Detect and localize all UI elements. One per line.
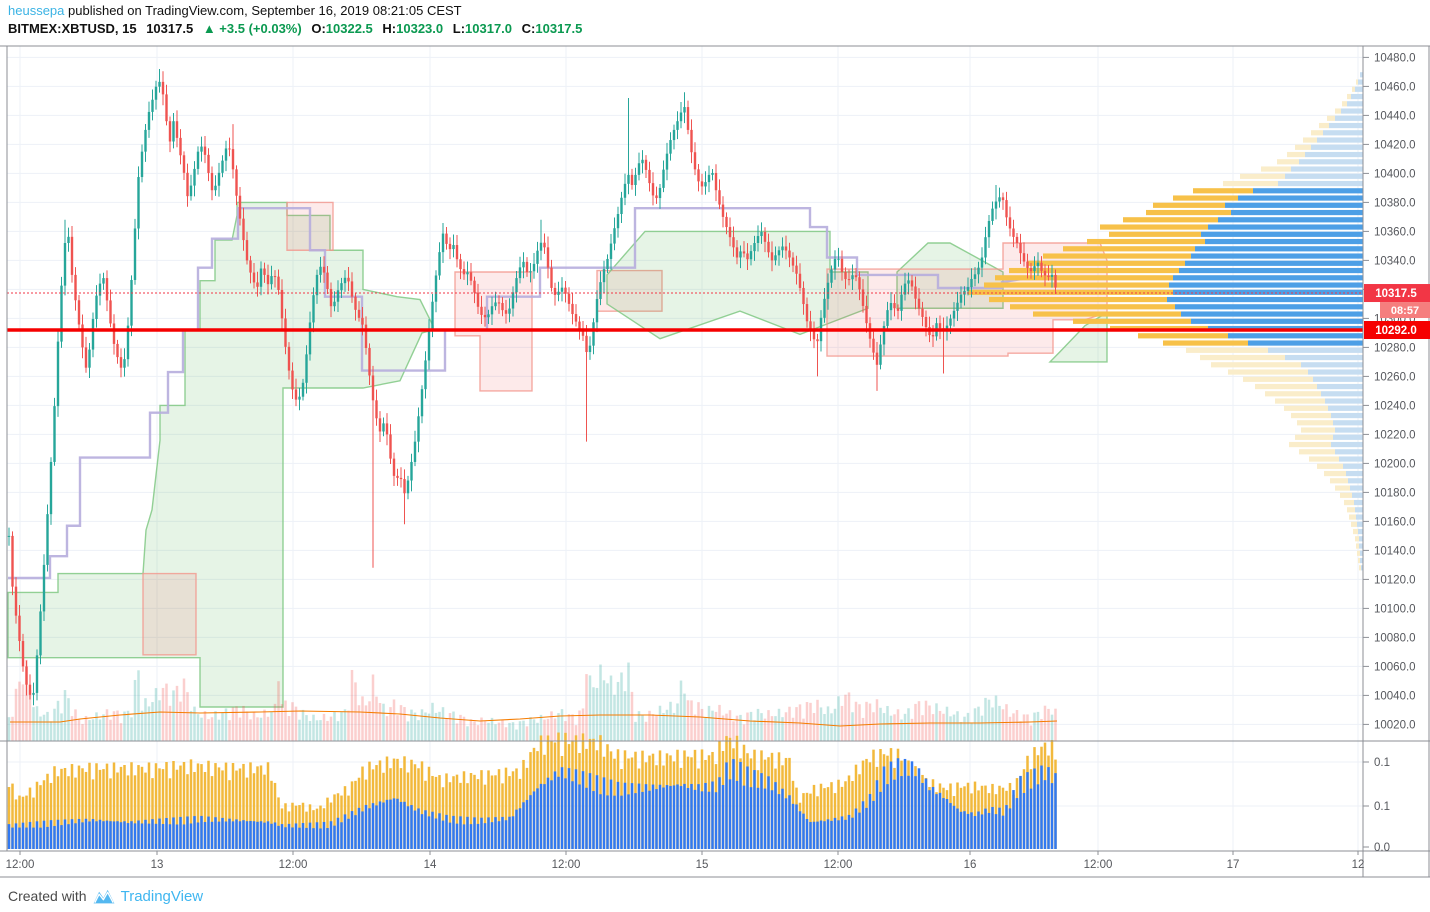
high-label: H: — [382, 21, 397, 36]
open-label: O: — [311, 21, 326, 36]
low-label: L: — [452, 21, 466, 36]
frame-layer — [0, 45, 1430, 878]
svg-text:10480.0: 10480.0 — [1374, 52, 1416, 64]
svg-text:10060.0: 10060.0 — [1374, 661, 1416, 673]
svg-text:10400.0: 10400.0 — [1374, 168, 1416, 180]
svg-text:10080.0: 10080.0 — [1374, 632, 1416, 644]
svg-text:10280.0: 10280.0 — [1374, 342, 1416, 354]
volume-layer — [7, 659, 1058, 741]
svg-text:12:00: 12:00 — [279, 859, 308, 871]
svg-text:10100.0: 10100.0 — [1374, 603, 1416, 615]
volume-ma-line — [10, 710, 1058, 727]
svg-text:10180.0: 10180.0 — [1374, 487, 1416, 499]
price-lines-layer — [7, 292, 1363, 332]
last-price: 10317.5 — [146, 21, 194, 36]
svg-text:10200.0: 10200.0 — [1374, 458, 1416, 470]
svg-text:15: 15 — [696, 859, 709, 871]
publish-line: heussepa published on TradingView.com, S… — [8, 2, 582, 20]
tradingview-brand-link[interactable]: TradingView — [120, 887, 204, 905]
svg-text:16: 16 — [964, 859, 977, 871]
svg-text:12:00: 12:00 — [6, 859, 35, 871]
svg-text:10360.0: 10360.0 — [1374, 226, 1416, 238]
svg-text:0.1: 0.1 — [1374, 801, 1390, 813]
svg-text:10240.0: 10240.0 — [1374, 400, 1416, 412]
close-value: 10317.5 — [535, 21, 583, 36]
svg-text:10380.0: 10380.0 — [1374, 197, 1416, 209]
published-text: published on TradingView.com, September … — [64, 3, 462, 18]
svg-text:12: 12 — [1352, 859, 1365, 871]
candles-layer — [7, 69, 1057, 706]
svg-text:10220.0: 10220.0 — [1374, 429, 1416, 441]
svg-text:12:00: 12:00 — [552, 859, 581, 871]
svg-text:10120.0: 10120.0 — [1374, 574, 1416, 586]
price-axis: 10480.0 10460.0 10440.0 10420.0 10400.0 10380… — [1363, 52, 1416, 854]
footer: Created with TradingView — [8, 882, 203, 910]
high-value: 10323.0 — [396, 21, 444, 36]
low-value: 10317.0 — [465, 21, 513, 36]
svg-text:10040.0: 10040.0 — [1374, 690, 1416, 702]
svg-text:10317.5: 10317.5 — [1375, 288, 1417, 300]
hline-price-badge — [1364, 321, 1430, 339]
svg-text:10160.0: 10160.0 — [1374, 516, 1416, 528]
svg-text:14: 14 — [424, 859, 437, 871]
username[interactable]: heussepa — [8, 3, 65, 18]
price-change: ▲ +3.5 (+0.03%) — [202, 21, 302, 36]
svg-text:12:00: 12:00 — [1084, 859, 1113, 871]
ichimoku-cloud-layer — [7, 201, 1108, 708]
lower-indicator-layer — [7, 732, 1057, 849]
bar-countdown-badge — [1380, 302, 1430, 319]
svg-text:13: 13 — [151, 859, 164, 871]
created-with-text: Created with — [8, 888, 87, 904]
lagging-span-line — [8, 206, 1039, 580]
close-label: C: — [521, 21, 536, 36]
symbol-title[interactable]: BITMEX:XBTUSD, 15 — [8, 21, 137, 36]
svg-text:10440.0: 10440.0 — [1374, 110, 1416, 122]
svg-text:17: 17 — [1227, 859, 1240, 871]
time-axis: 12:00 13 12:00 14 12:00 15 12:00 16 12:00 17 12 — [6, 851, 1365, 871]
last-price-badge — [1364, 284, 1430, 303]
svg-text:10020.0: 10020.0 — [1374, 719, 1416, 731]
svg-text:12:00: 12:00 — [824, 859, 853, 871]
svg-text:10460.0: 10460.0 — [1374, 81, 1416, 93]
chart-header: heussepa published on TradingView.com, S… — [8, 2, 582, 38]
svg-text:08:57: 08:57 — [1391, 305, 1419, 317]
svg-text:10292.0: 10292.0 — [1375, 325, 1417, 337]
open-value: 10322.5 — [325, 21, 373, 36]
svg-text:0.1: 0.1 — [1374, 757, 1390, 769]
svg-text:10140.0: 10140.0 — [1374, 545, 1416, 557]
tradingview-logo-icon[interactable] — [93, 886, 115, 906]
symbol-line: BITMEX:XBTUSD, 15 10317.5 ▲ +3.5 (+0.03%… — [8, 20, 582, 38]
axis-badges: 10317.5 08:57 10292.0 — [1364, 284, 1430, 339]
svg-text:0.0: 0.0 — [1374, 842, 1390, 854]
svg-text:10420.0: 10420.0 — [1374, 139, 1416, 151]
svg-text:10340.0: 10340.0 — [1374, 255, 1416, 267]
svg-text:10260.0: 10260.0 — [1374, 371, 1416, 383]
